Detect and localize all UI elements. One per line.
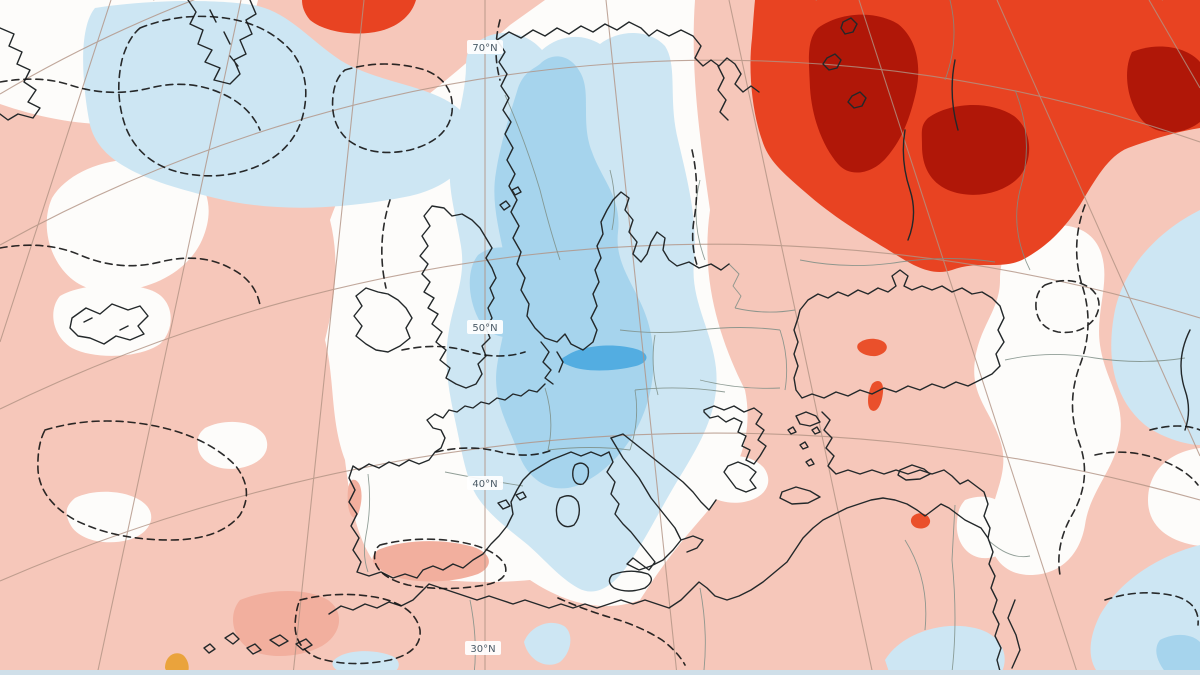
mediterranean-islands: [497, 426, 931, 592]
greece-coast: [703, 405, 767, 493]
contours-east: [691, 149, 1200, 626]
warm-south-spain: [372, 541, 489, 582]
label-box-50n: [467, 320, 503, 334]
italy-coast: [606, 437, 704, 571]
neutral-atlantic-blob-2: [53, 284, 171, 356]
cool-south-patch-1: [885, 625, 1005, 675]
anomaly-contours: [0, 15, 1200, 666]
latitude-labels: 70°N 50°N 40°N 30°N: [465, 40, 503, 655]
label-30n: 30°N: [470, 644, 495, 655]
neutral-levant: [956, 496, 1014, 559]
iceland-coast: [69, 303, 149, 345]
bottom-edge-strip: [0, 670, 1200, 675]
greenland-coast: [0, 27, 41, 121]
warm-spot-ukraine: [857, 338, 887, 357]
neutral-atlantic-blob-3: [197, 421, 268, 469]
warm-spot-libya: [910, 513, 931, 529]
warm-canary-patch: [233, 591, 340, 657]
cool-strong-alps-streak: [561, 345, 647, 371]
neutral-east-edge: [1148, 448, 1200, 546]
warm-dark-blob-edge: [1127, 46, 1200, 133]
warm-spot-blacksea: [868, 380, 884, 411]
latitude-arcs: [0, 0, 1200, 582]
cool-east-upper: [1111, 210, 1200, 445]
contours-south: [294, 447, 686, 666]
orange-spot-bottom: [165, 653, 189, 675]
label-box-70n: [467, 40, 503, 54]
cool-south-patch-3: [332, 651, 399, 673]
scandinavia-coast: [496, 21, 760, 385]
neutral-east-band: [974, 225, 1121, 576]
country-borders: [363, 0, 1186, 675]
warm-dark-regions: [808, 14, 1200, 195]
label-50n: 50°N: [472, 323, 497, 334]
warm-dark-blob-west: [808, 14, 919, 173]
warm-top-patch: [302, 0, 416, 34]
canary-islands: [203, 632, 313, 655]
contours-atlantic: [0, 78, 526, 541]
cool-arctic-patch: [83, 1, 472, 208]
warm-dark-blob-east: [921, 104, 1030, 195]
borders-europe: [363, 0, 1031, 573]
label-40n: 40°N: [472, 479, 497, 490]
label-70n: 70°N: [472, 43, 497, 54]
cool-central-core: [494, 56, 654, 489]
ireland-coast: [353, 287, 413, 353]
adriatic-balkan-coast: [610, 433, 717, 511]
blacksea-coast: [793, 269, 1005, 399]
warm-spot-regions: [857, 338, 931, 529]
uk-coast: [419, 186, 522, 389]
warm-portugal-fringe: [347, 479, 362, 518]
warm-medium-regions: [233, 479, 489, 657]
borders-africa-mideast: [469, 354, 1186, 675]
russia-lakes-rivers: [822, 17, 1191, 431]
turkey-levant-coast: [795, 411, 1021, 675]
westeurope-iberia-coast: [348, 383, 610, 579]
cool-corner-deep: [1156, 634, 1200, 675]
neutral-atlantic-blob-4: [66, 491, 152, 543]
cool-medium-regions: [469, 56, 1200, 675]
cool-south-patch-2: [524, 622, 571, 665]
label-box-40n: [467, 476, 503, 490]
cool-north-sea: [469, 247, 544, 338]
label-box-30n: [465, 641, 501, 655]
